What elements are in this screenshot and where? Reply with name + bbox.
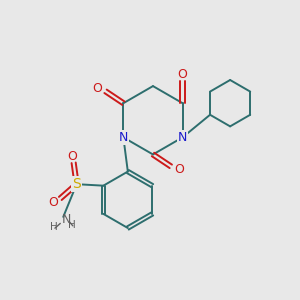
Text: O: O <box>92 82 102 95</box>
Text: H: H <box>50 222 58 232</box>
Text: O: O <box>67 150 77 163</box>
Text: S: S <box>72 177 81 191</box>
Text: O: O <box>174 163 184 176</box>
Text: O: O <box>178 68 188 81</box>
Text: O: O <box>48 196 58 209</box>
Text: N: N <box>61 213 71 226</box>
Text: N: N <box>119 131 128 144</box>
Text: N: N <box>178 131 187 144</box>
Text: H: H <box>68 220 76 230</box>
